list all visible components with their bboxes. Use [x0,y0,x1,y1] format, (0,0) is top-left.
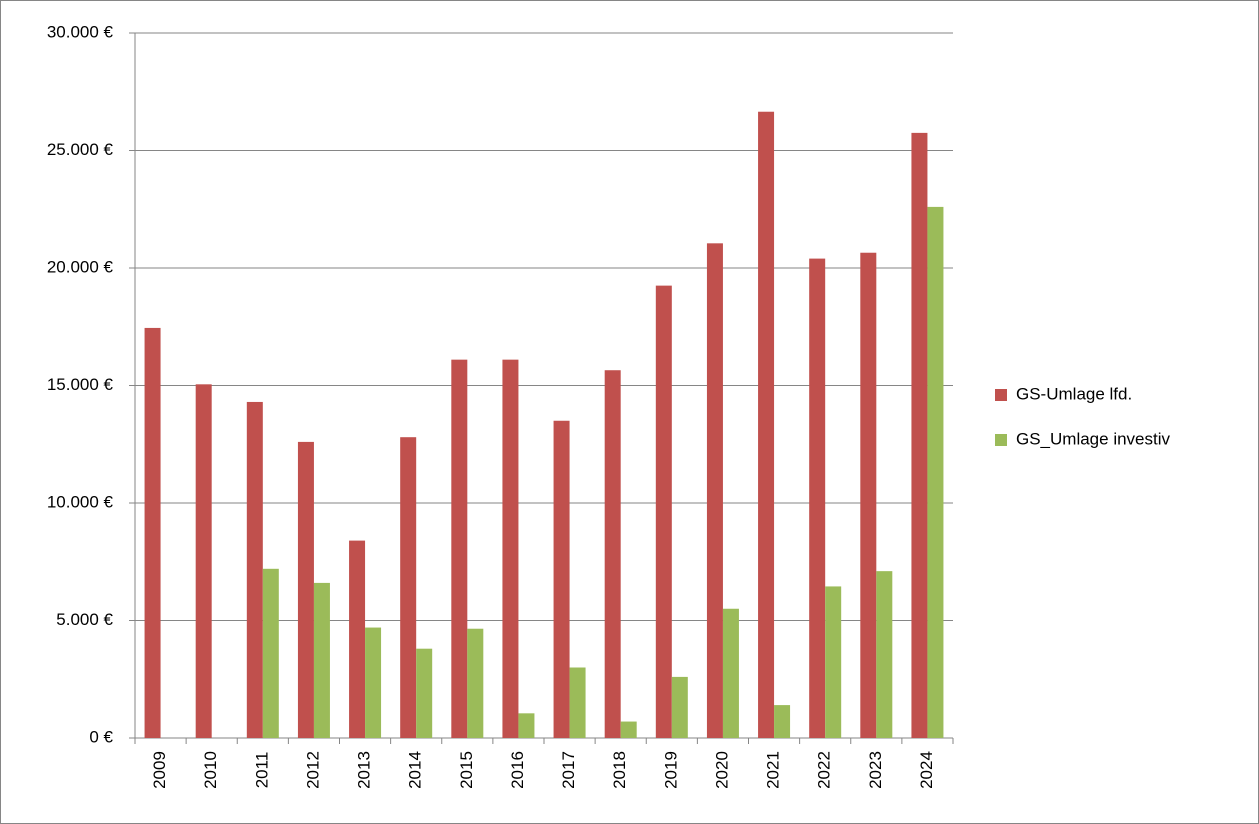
legend-swatch [995,434,1007,446]
bar [553,420,570,738]
bar [569,667,586,738]
x-tick-label: 2015 [457,751,476,789]
bar [416,648,433,738]
bar [467,628,484,738]
x-tick-label: 2019 [661,751,680,789]
bar [349,540,366,738]
bar [809,258,826,738]
bar [604,370,621,738]
x-tick-label: 2009 [150,751,169,789]
y-tick-label: 0 € [89,727,113,746]
bar [671,676,688,738]
x-tick-label: 2012 [303,751,322,789]
x-tick-label: 2010 [201,751,220,789]
bar [365,627,382,738]
bar [400,437,417,738]
x-tick-label: 2017 [559,751,578,789]
y-tick-label: 10.000 € [47,492,114,511]
x-tick-label: 2020 [712,751,731,789]
x-tick-label: 2013 [355,751,374,789]
legend-swatch [995,389,1007,401]
x-tick-label: 2018 [610,751,629,789]
y-tick-label: 25.000 € [47,140,114,159]
bar [246,401,263,738]
bar [195,384,212,738]
x-tick-label: 2022 [815,751,834,789]
y-tick-label: 30.000 € [47,22,114,41]
legend-label: GS_Umlage investiv [1016,429,1171,448]
bar [927,206,944,738]
x-tick-label: 2014 [406,751,425,789]
y-tick-label: 20.000 € [47,257,114,276]
bar [758,111,775,739]
legend-label: GS-Umlage lfd. [1016,384,1132,403]
x-tick-label: 2011 [252,752,271,789]
bar [706,243,723,738]
x-tick-label: 2023 [866,751,885,789]
bar [262,568,279,738]
bar [825,586,842,738]
bar [774,705,791,738]
bar [620,721,637,738]
x-tick-label: 2024 [917,751,936,789]
bar [860,252,877,738]
bar [911,132,928,738]
x-tick-label: 2021 [764,751,783,789]
bar [451,359,468,738]
bar [502,359,519,738]
x-tick-label: 2016 [508,751,527,789]
bar [876,571,893,738]
y-tick-label: 5.000 € [56,610,113,629]
bar [722,608,739,738]
bar [313,582,330,738]
bar [297,441,314,738]
bar [655,285,672,738]
y-tick-label: 15.000 € [47,375,114,394]
bar [144,327,161,738]
bar [518,713,535,738]
